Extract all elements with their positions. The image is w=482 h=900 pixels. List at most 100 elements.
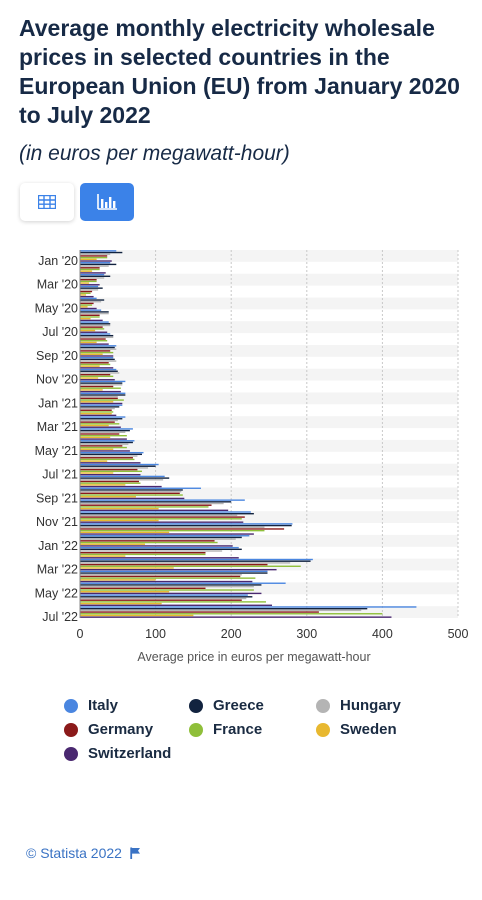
- bar-switzerland: [80, 462, 141, 464]
- bar-sweden: [80, 258, 97, 261]
- row-band: [80, 368, 458, 381]
- bar-switzerland: [80, 545, 233, 547]
- bar-sweden: [80, 484, 126, 486]
- bar-switzerland: [80, 616, 392, 618]
- bar-switzerland: [80, 592, 262, 595]
- bar-switzerland: [80, 272, 106, 274]
- bar-italy: [80, 273, 105, 276]
- bar-sweden: [80, 306, 88, 308]
- bar-switzerland: [80, 533, 254, 535]
- legend-item-germany[interactable]: Germany: [64, 721, 153, 738]
- bar-greece: [80, 418, 123, 420]
- legend-label: Sweden: [340, 721, 397, 738]
- bar-hungary: [80, 301, 102, 303]
- bar-greece: [80, 524, 292, 527]
- chart-view-button[interactable]: [80, 183, 134, 221]
- bar-hungary: [80, 550, 223, 552]
- x-tick-label: 200: [221, 627, 242, 641]
- legend-item-switzerland[interactable]: Switzerland: [64, 745, 171, 762]
- y-tick-label: Mar '21: [37, 420, 78, 434]
- bar-italy: [80, 451, 144, 454]
- bar-germany: [80, 350, 111, 352]
- bar-france: [80, 458, 135, 461]
- bar-germany: [80, 445, 123, 447]
- bar-hungary: [80, 360, 117, 362]
- bar-sweden: [80, 543, 146, 545]
- bar-germany: [80, 516, 245, 518]
- bar-france: [80, 399, 124, 401]
- table-view-button[interactable]: [20, 183, 74, 221]
- x-tick-label: 300: [296, 627, 317, 641]
- bar-hungary: [80, 526, 265, 528]
- bar-sweden: [80, 294, 87, 296]
- bar-sweden: [80, 448, 114, 450]
- bar-italy: [80, 262, 111, 264]
- legend-item-italy[interactable]: Italy: [64, 697, 118, 714]
- bar-france: [80, 268, 100, 271]
- bar-sweden: [80, 507, 159, 510]
- bar-italy: [80, 582, 286, 584]
- bar-france: [80, 601, 266, 603]
- view-toggle: [20, 183, 134, 221]
- bar-switzerland: [80, 319, 103, 322]
- legend-swatch: [64, 722, 78, 737]
- row-band: [80, 250, 458, 262]
- bar-greece: [80, 465, 156, 467]
- statista-credit[interactable]: © Statista 2022: [26, 845, 141, 861]
- bar-sweden: [80, 412, 112, 415]
- bar-hungary: [80, 395, 118, 398]
- bar-france: [80, 494, 183, 496]
- bar-france: [80, 506, 209, 508]
- legend-item-france[interactable]: France: [189, 721, 262, 738]
- bar-sweden: [80, 567, 174, 569]
- bar-germany: [80, 362, 109, 364]
- row-band: [80, 416, 458, 429]
- legend-swatch: [189, 698, 203, 713]
- bar-italy: [80, 487, 201, 489]
- bar-italy: [80, 285, 99, 288]
- bar-sweden: [80, 353, 103, 355]
- chart-subtitle: (in euros per megawatt-hour): [19, 142, 290, 165]
- bar-greece: [80, 251, 123, 254]
- bar-chart: Jan '20 Mar '20 May '20 Jul '20 Sep '20 Nov '…: [35, 250, 468, 664]
- bar-hungary: [80, 407, 115, 410]
- bar-germany: [80, 611, 319, 613]
- bar-germany: [80, 255, 108, 257]
- bar-hungary: [80, 431, 126, 434]
- bar-france: [80, 304, 93, 306]
- bar-italy: [80, 309, 102, 311]
- bar-greece: [80, 441, 133, 444]
- bar-sweden: [80, 282, 90, 284]
- bar-switzerland: [80, 568, 277, 571]
- x-axis-label: Average price in euros per megawatt-hour: [137, 650, 370, 664]
- bar-germany: [80, 468, 138, 471]
- bar-switzerland: [80, 343, 109, 345]
- bar-france: [80, 529, 265, 532]
- bar-switzerland: [80, 557, 239, 559]
- legend-label: Italy: [88, 697, 119, 714]
- legend-swatch: [64, 698, 78, 713]
- bar-germany: [80, 314, 100, 316]
- bar-greece: [80, 311, 109, 313]
- legend-item-hungary[interactable]: Hungary: [316, 697, 401, 714]
- bar-italy: [80, 499, 245, 501]
- legend-item-greece[interactable]: Greece: [189, 697, 264, 714]
- bar-greece: [80, 477, 170, 479]
- bar-hungary: [80, 574, 242, 576]
- legend-label: Hungary: [340, 697, 401, 714]
- legend-item-sweden[interactable]: Sweden: [316, 721, 397, 738]
- bar-greece: [80, 548, 242, 551]
- bar-hungary: [80, 443, 129, 445]
- bar-sweden: [80, 377, 99, 379]
- legend-label: France: [213, 721, 263, 738]
- bar-hungary: [80, 336, 114, 339]
- bar-switzerland: [80, 331, 108, 333]
- bar-germany: [80, 397, 118, 400]
- bar-switzerland: [80, 438, 127, 440]
- bar-germany: [80, 575, 241, 578]
- bar-france: [80, 363, 111, 366]
- bar-italy: [80, 463, 159, 466]
- bar-france: [80, 565, 301, 567]
- y-tick-label: Jul '22: [42, 610, 78, 624]
- bar-sweden: [80, 614, 194, 617]
